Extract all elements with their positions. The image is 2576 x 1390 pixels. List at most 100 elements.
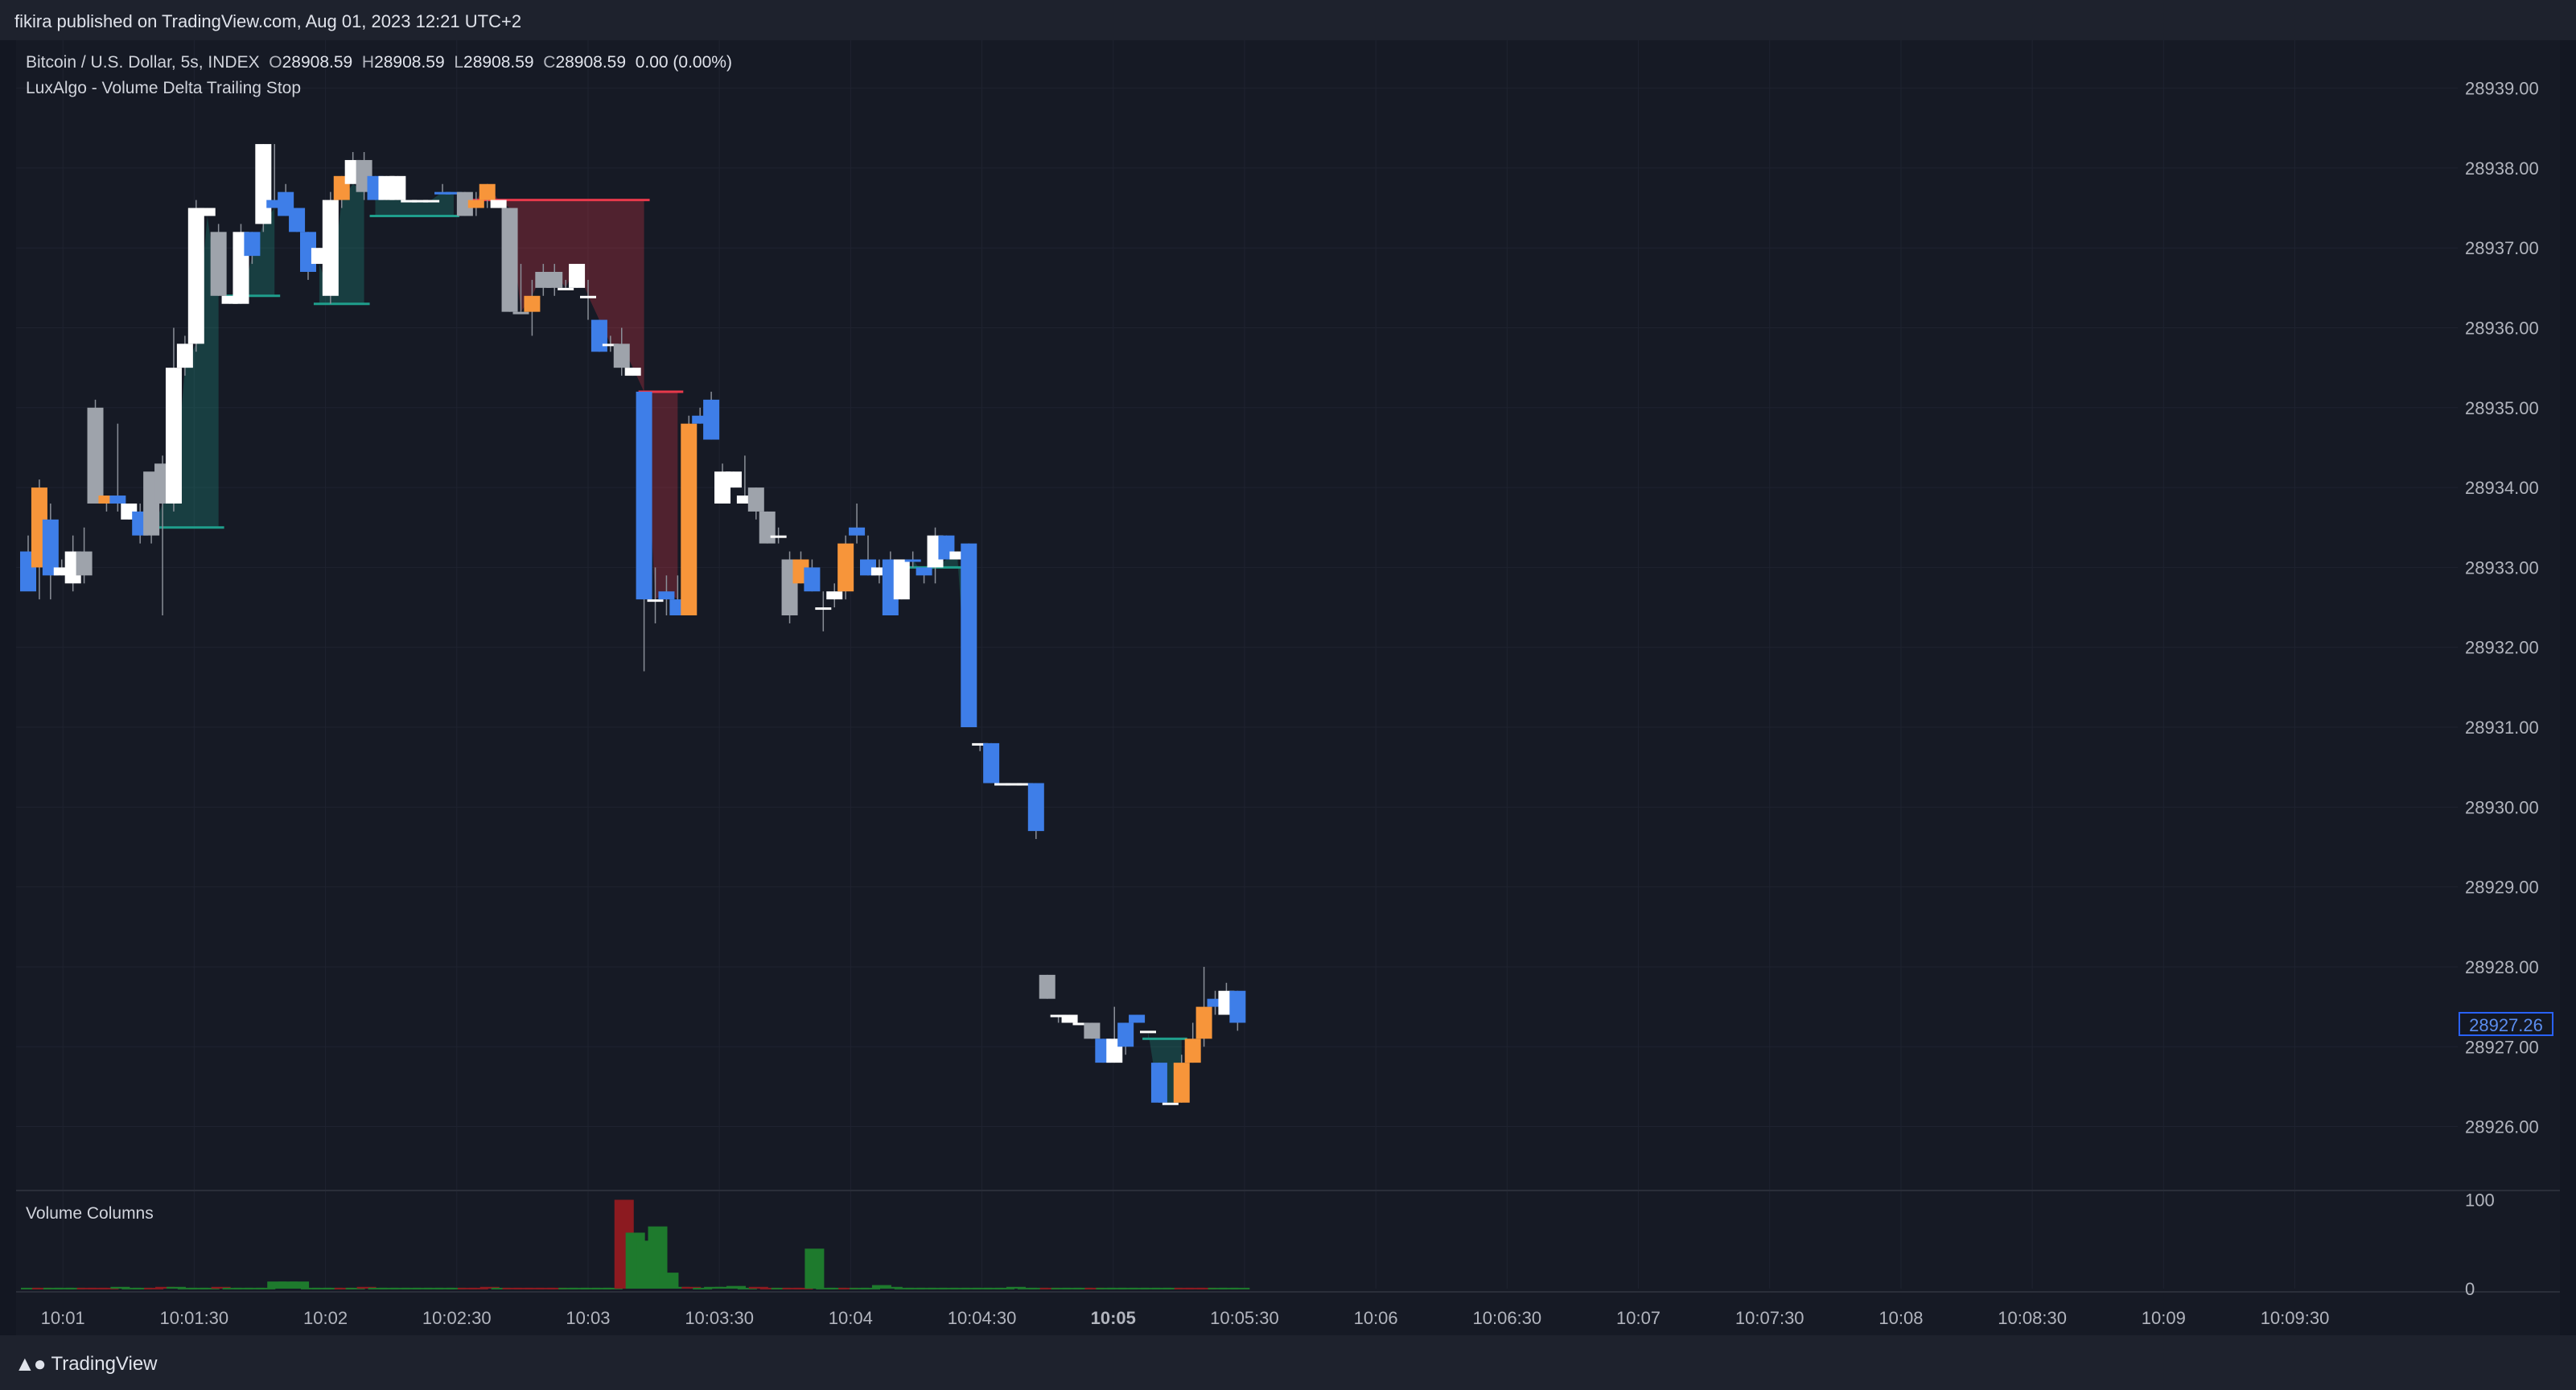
volume-column [1028, 1287, 1048, 1289]
candle-body [165, 368, 182, 504]
volume-column [99, 1287, 119, 1289]
candle-body [1173, 1063, 1190, 1103]
candle-body [1229, 990, 1246, 1023]
volume-tick-label: 100 [2465, 1191, 2495, 1211]
volume-column [1130, 1287, 1150, 1289]
volume-column [110, 1286, 130, 1289]
price-tick-label: 28934.00 [2465, 478, 2539, 498]
candle-body [1027, 783, 1044, 832]
candle-body [87, 407, 104, 504]
volume-column [323, 1287, 343, 1289]
candle-body [1162, 1102, 1179, 1105]
volume-column [133, 1287, 153, 1289]
volume-column [390, 1287, 410, 1289]
volume-column [547, 1287, 567, 1289]
volume-column [144, 1287, 164, 1289]
candle-body [558, 287, 574, 290]
volume-column [759, 1287, 780, 1289]
time-tick-label: 10:09:30 [2261, 1308, 2330, 1328]
candle-body [109, 496, 126, 504]
volume-column [121, 1287, 142, 1289]
high-value: 28908.59 [374, 53, 445, 72]
volume-column [1230, 1287, 1250, 1289]
candle-body [490, 199, 507, 208]
volume-column [1219, 1287, 1239, 1289]
volume-column [681, 1286, 702, 1289]
candle-body [983, 742, 1000, 783]
candle-body [210, 232, 227, 296]
candle-body [266, 199, 283, 208]
candle-body [725, 471, 742, 488]
volume-column [65, 1287, 85, 1289]
volume-column [871, 1285, 891, 1289]
bull-stop-fill [912, 559, 969, 728]
candle-body [736, 496, 753, 504]
volume-column [771, 1287, 791, 1289]
last-price-badge: 28927.26 [2459, 1012, 2553, 1036]
volume-column [290, 1281, 310, 1289]
brand[interactable]: ▲● TradingView [14, 1351, 158, 1376]
volume-column [233, 1287, 253, 1289]
indicator-row: LuxAlgo - Volume Delta Trailing Stop [26, 76, 732, 101]
indicator-name[interactable]: LuxAlgo - Volume Delta Trailing Stop [26, 79, 302, 97]
volume-column [1017, 1287, 1037, 1289]
price-tick-label: 28939.00 [2465, 79, 2539, 99]
time-tick-label: 10:02:30 [422, 1308, 492, 1328]
time-tick-label: 10:04:30 [948, 1308, 1017, 1328]
volume-column [894, 1287, 914, 1289]
volume-column [726, 1285, 746, 1289]
symbol-name[interactable]: Bitcoin / U.S. Dollar, 5s, INDEX [26, 53, 260, 72]
candle-body [826, 591, 843, 600]
volume-column [1162, 1287, 1183, 1289]
candle-body [636, 391, 652, 600]
volume-column [905, 1287, 925, 1289]
volume-column [1196, 1287, 1216, 1289]
volume-tick-label: 0 [2465, 1279, 2475, 1299]
candle-body [199, 208, 216, 216]
candle-body [98, 496, 115, 504]
volume-column [457, 1287, 477, 1289]
candle-body [624, 368, 641, 376]
candle-body [389, 175, 406, 200]
volume-column [222, 1287, 242, 1289]
candle-body [467, 199, 484, 208]
time-tick-label: 10:06:30 [1473, 1308, 1542, 1328]
volume-column [155, 1286, 175, 1289]
volume-column [256, 1287, 276, 1289]
publish-text: fikira published on TradingView.com, Aug… [14, 11, 522, 31]
volume-column [928, 1287, 948, 1289]
volume-column [188, 1287, 208, 1289]
volume-column [76, 1287, 97, 1289]
candle-body [1129, 1014, 1146, 1023]
volume-column [1051, 1287, 1071, 1289]
candle-body [681, 423, 697, 615]
volume-column [939, 1287, 959, 1289]
volume-column [693, 1287, 713, 1289]
price-tick-label: 28937.00 [2465, 238, 2539, 258]
candle-body [423, 199, 440, 203]
time-tick-label: 10:07:30 [1735, 1308, 1804, 1328]
publish-header: fikira published on TradingView.com, Aug… [0, 0, 2576, 40]
volume-column [368, 1287, 388, 1289]
volume-column [570, 1287, 590, 1289]
volume-column [973, 1287, 993, 1289]
volume-pane-title[interactable]: Volume Columns [26, 1204, 154, 1223]
candle-body [591, 319, 607, 352]
volume-column [816, 1287, 836, 1289]
candle-body [524, 295, 541, 312]
candle-body [994, 783, 1011, 786]
price-tick-label: 28927.00 [2465, 1037, 2539, 1057]
volume-column [581, 1287, 600, 1289]
volume-column [838, 1287, 858, 1289]
chart-panel[interactable] [16, 40, 2560, 1335]
volume-column [1151, 1287, 1171, 1289]
candle-body [501, 208, 518, 312]
candle-body [647, 599, 664, 602]
candle-body [412, 199, 429, 203]
volume-column [88, 1287, 108, 1289]
candle-body [815, 607, 832, 611]
volume-column [1141, 1287, 1160, 1289]
bear-stop-fill [644, 391, 678, 600]
volume-column [536, 1287, 556, 1289]
